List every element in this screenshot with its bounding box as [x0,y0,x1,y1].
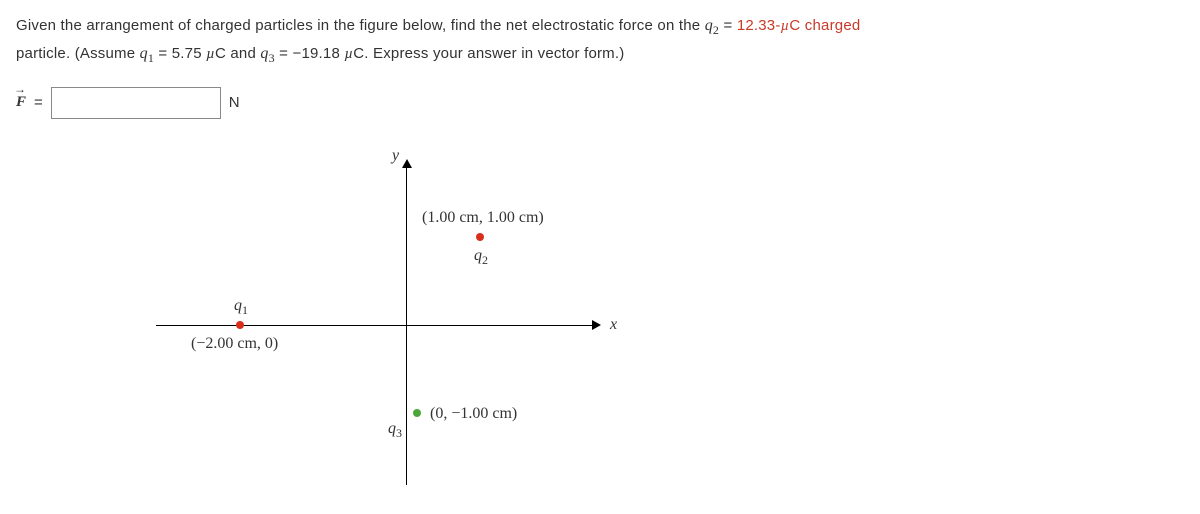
arrowhead-x-icon [592,320,601,330]
q1-c: C [215,45,226,62]
and-word: and [226,45,260,62]
q2-var: q [705,17,713,34]
y-axis [406,165,407,485]
charged-word: charged [800,17,860,34]
q3-var: q [260,45,268,62]
x-axis [156,325,596,326]
q1-mu: µ [206,46,215,62]
q1-dot [236,321,244,329]
force-input[interactable] [51,87,221,119]
q3-mu: µ [344,46,353,62]
eq2: = [154,45,172,62]
q3-c: C [353,45,364,62]
question-text: Given the arrangement of charged particl… [16,12,1184,69]
q1-val: 5.75 [172,45,206,62]
diagram: x y q1 (−2.00 cm, 0) (1.00 cm, 1.00 cm) … [136,155,1184,495]
q2-val: 12.33- [737,17,781,34]
force-unit: N [229,94,240,111]
q3-label: q3 [388,420,402,441]
vector-arrow-icon: → [14,82,26,97]
q3-coord: (0, −1.00 cm) [430,405,517,423]
q1-coord: (−2.00 cm, 0) [191,335,278,353]
q3-val: 19.18 [301,45,344,62]
q1-label: q1 [234,297,248,318]
equals-sign: = [34,94,43,111]
q2-c: C [789,17,800,34]
q2-dot [476,233,484,241]
q-line2-post: . Express your answer in vector form.) [364,45,624,62]
q2-value-red: 12.33-µC [737,17,801,34]
q1-var: q [140,45,148,62]
vector-F: → F [16,94,26,111]
eq3: = [275,45,293,62]
y-axis-label: y [392,147,399,165]
q-line2-pre: particle. (Assume [16,45,140,62]
q2-coord: (1.00 cm, 1.00 cm) [422,209,544,227]
q3-dot [413,409,421,417]
answer-row: → F = N [16,87,1184,119]
eq1: = [719,17,737,34]
arrowhead-y-icon [402,159,412,168]
q-line1-pre: Given the arrangement of charged particl… [16,17,705,34]
q2-label: q2 [474,247,488,268]
x-axis-label: x [610,316,617,334]
